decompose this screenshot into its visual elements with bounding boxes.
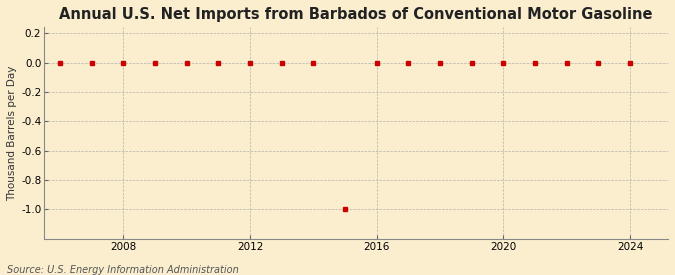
Y-axis label: Thousand Barrels per Day: Thousand Barrels per Day: [7, 65, 17, 201]
Text: Source: U.S. Energy Information Administration: Source: U.S. Energy Information Administ…: [7, 265, 238, 275]
Title: Annual U.S. Net Imports from Barbados of Conventional Motor Gasoline: Annual U.S. Net Imports from Barbados of…: [59, 7, 653, 22]
